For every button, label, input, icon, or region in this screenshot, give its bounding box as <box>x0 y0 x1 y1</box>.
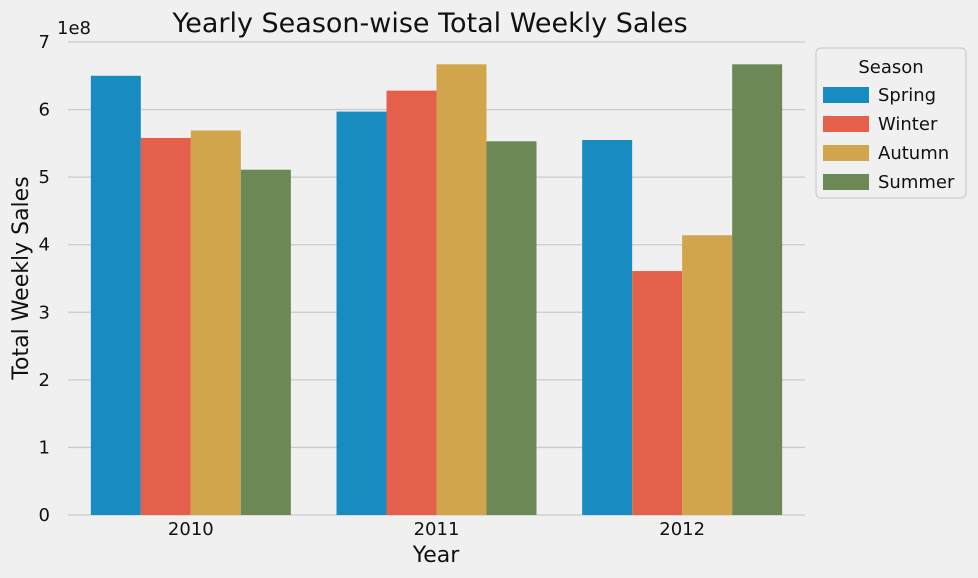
bar-winter-2011 <box>386 90 437 515</box>
y-tick-label: 7 <box>39 32 50 53</box>
legend-label-spring: Spring <box>878 85 936 106</box>
legend: Season Spring Winter Autumn Summer <box>815 47 967 199</box>
x-tick-label: 2010 <box>168 519 214 540</box>
x-tick-label: 2011 <box>414 519 460 540</box>
y-tick-label: 4 <box>39 235 50 256</box>
bars <box>90 64 783 516</box>
bar-summer-2012 <box>732 64 783 515</box>
bar-summer-2010 <box>240 169 291 515</box>
x-tick-label: 2012 <box>659 519 705 540</box>
x-axis-label: Year <box>412 543 461 568</box>
y-tick-label: 3 <box>39 302 50 323</box>
legend-swatch-winter <box>823 116 869 132</box>
bar-autumn-2011 <box>436 64 487 515</box>
bar-winter-2010 <box>140 137 191 516</box>
bar-spring-2011 <box>336 111 387 515</box>
legend-title: Season <box>858 57 923 78</box>
y-axis-label: Total Weekly Sales <box>9 176 34 380</box>
y-tick-label: 6 <box>39 100 50 121</box>
legend-label-autumn: Autumn <box>878 143 949 164</box>
tick-labels: 0 1 2 3 4 5 6 7 2010 2011 2012 <box>39 32 706 540</box>
legend-label-winter: Winter <box>878 114 938 135</box>
y-tick-label: 1 <box>39 437 50 458</box>
legend-swatch-spring <box>823 87 869 103</box>
bar-autumn-2010 <box>190 130 241 516</box>
y-tick-label: 5 <box>39 167 50 188</box>
bar-spring-2010 <box>90 75 141 516</box>
legend-swatch-summer <box>823 174 869 190</box>
bar-autumn-2012 <box>682 235 733 516</box>
bar-winter-2012 <box>632 271 683 515</box>
legend-swatch-autumn <box>823 145 869 161</box>
chart-title: Yearly Season-wise Total Weekly Sales <box>171 8 687 39</box>
legend-label-summer: Summer <box>878 172 955 193</box>
y-tick-label: 2 <box>39 370 50 391</box>
legend-items: Spring Winter Autumn Summer <box>823 85 955 193</box>
bar-summer-2011 <box>486 141 537 515</box>
y-tick-label: 0 <box>39 505 50 526</box>
bar-spring-2012 <box>582 139 633 515</box>
y-axis-scale-label: 1e8 <box>57 18 91 39</box>
